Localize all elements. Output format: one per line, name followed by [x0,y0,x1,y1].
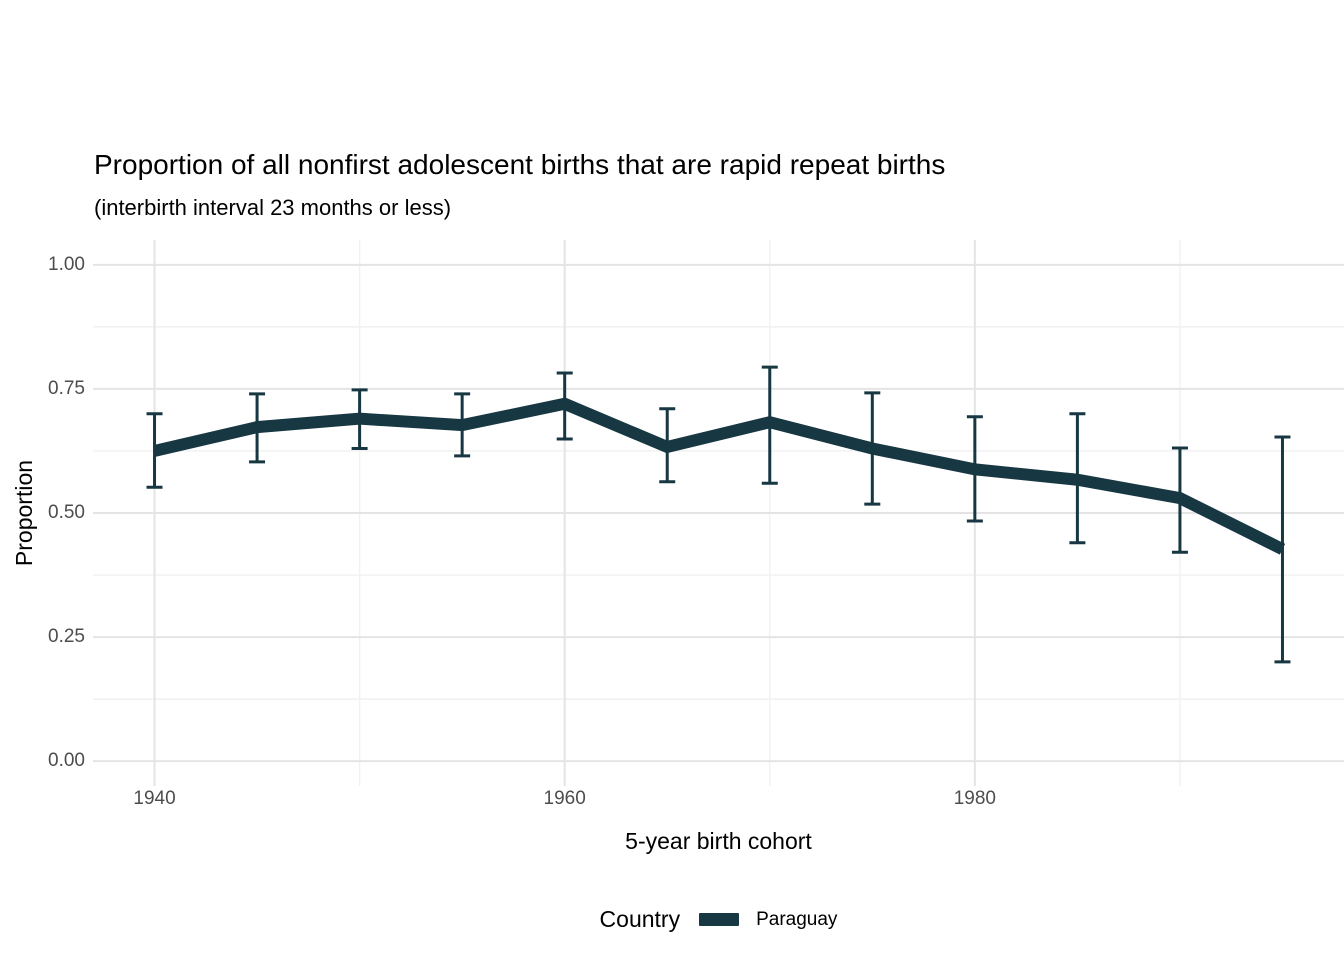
legend-title: Country [599,906,681,932]
y-tick-label: 0.25 [48,626,85,648]
y-tick-label: 0.75 [48,377,85,399]
chart-subtitle: (interbirth interval 23 months or less) [94,195,452,220]
x-tick-label: 1940 [133,788,176,809]
x-tick-label: 1980 [953,788,996,809]
legend-swatch-paraguay [699,913,740,926]
y-axis-title: Proportion [11,459,37,567]
y-tick-label: 0.00 [48,750,85,772]
y-tick-label: 0.50 [48,502,85,523]
x-axis-title: 5-year birth cohort [625,828,812,854]
legend: Country Paraguay [93,906,1344,933]
grid-major-lines [93,240,1344,786]
chart-title: Proportion of all nonfirst adolescent bi… [94,149,946,180]
x-tick-label: 1960 [543,788,586,809]
error-bars [146,365,1291,664]
data-line-paraguay [153,397,1286,555]
series-line-paraguay [153,397,1286,555]
y-tick-label: 1.00 [48,253,85,275]
legend-label-paraguay: Paraguay [756,908,838,930]
